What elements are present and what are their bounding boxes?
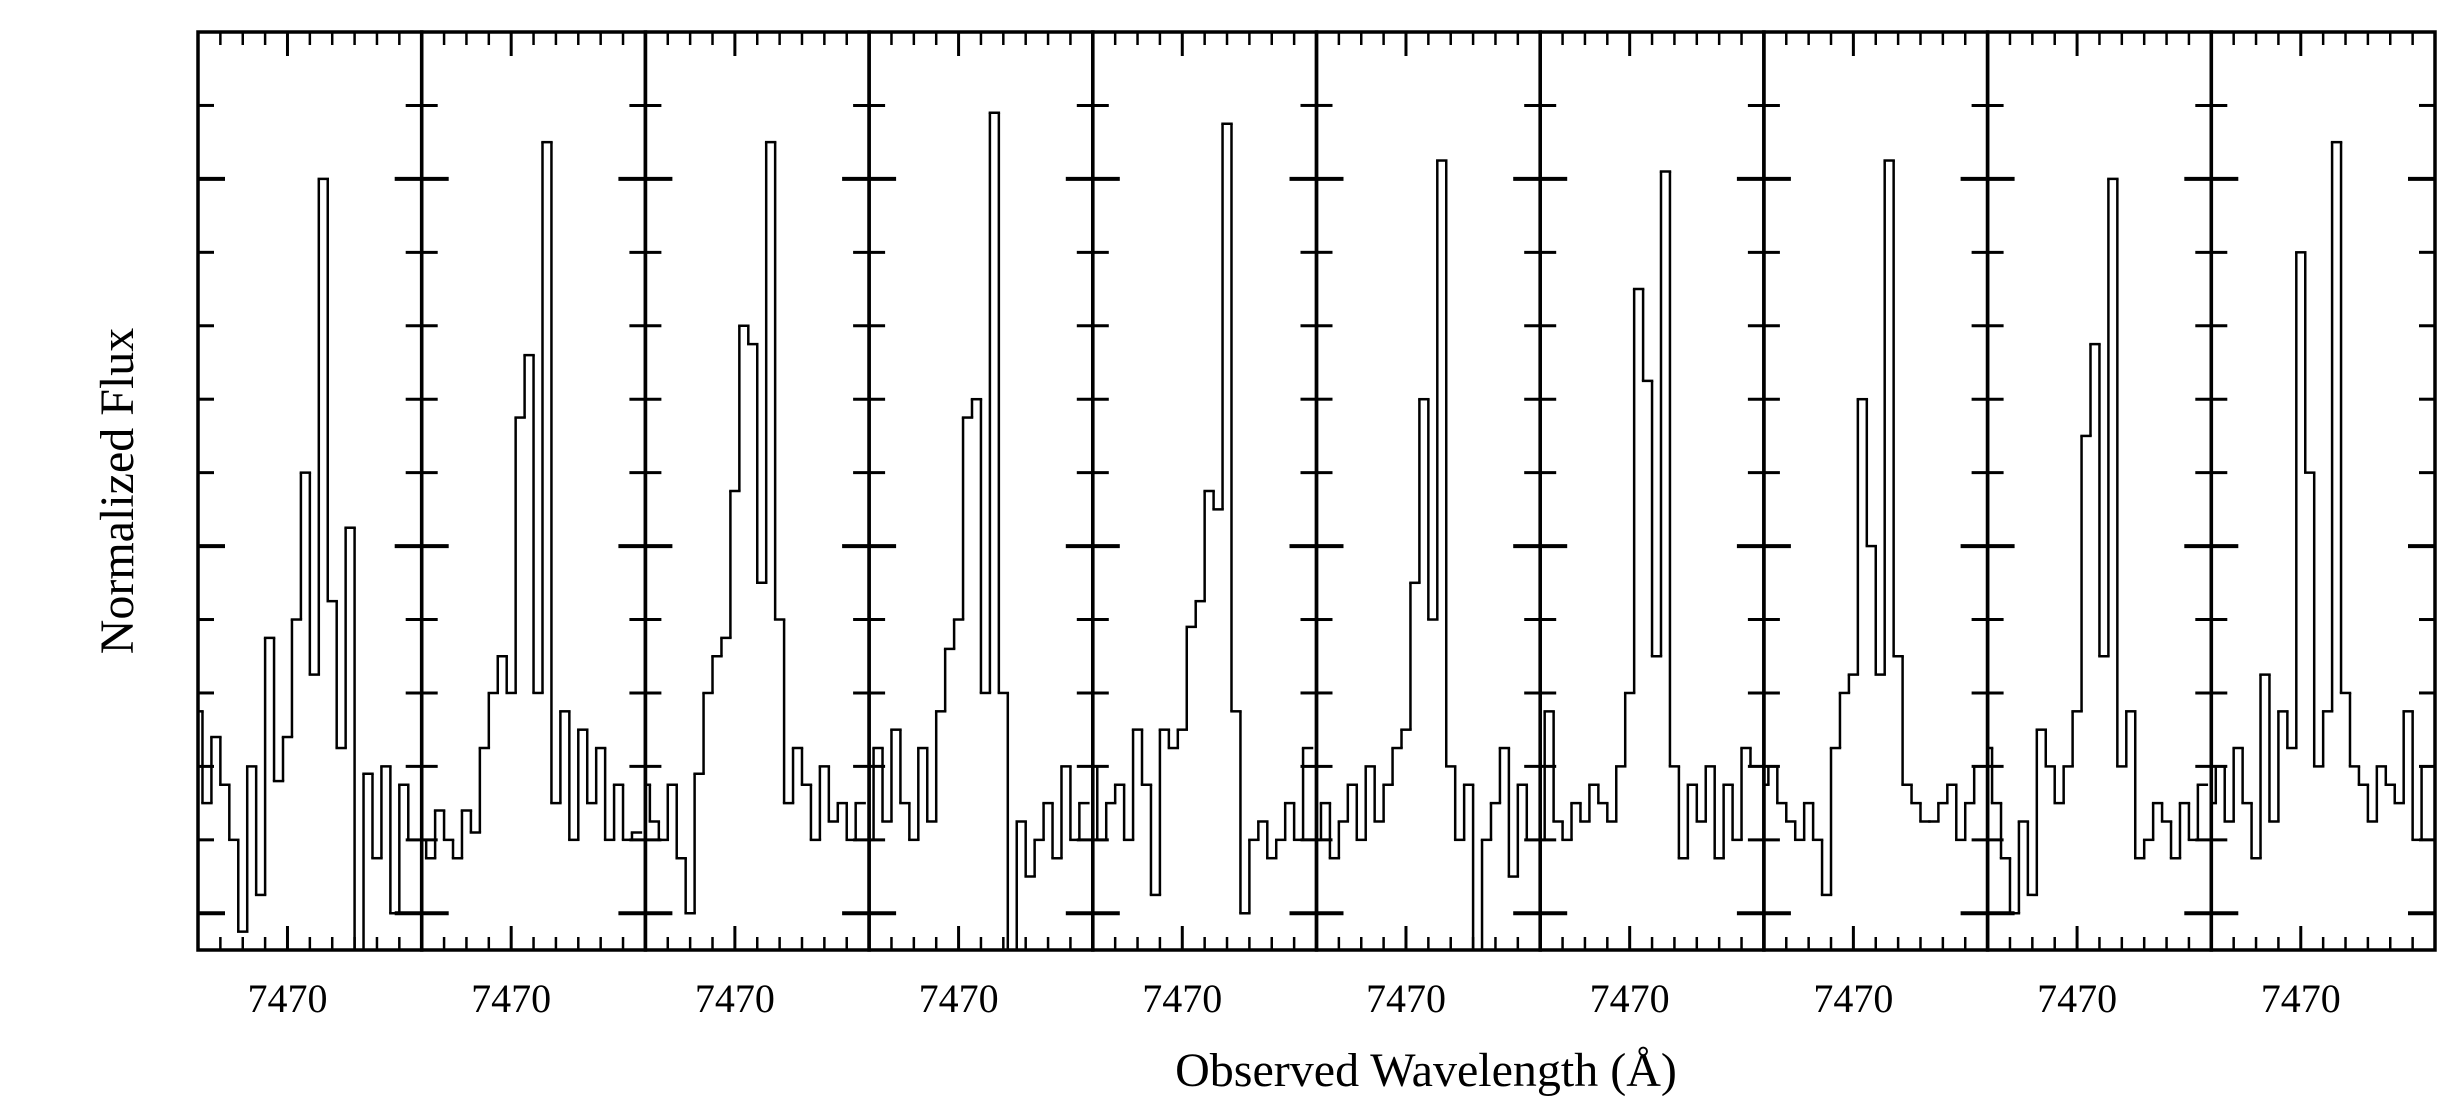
panel: 7470	[196, 30, 424, 1021]
x-tick-label: 7470	[1142, 976, 1222, 1021]
x-tick-label: 7470	[919, 976, 999, 1021]
spectrum	[1763, 159, 1985, 897]
spectrum	[2211, 140, 2432, 860]
x-tick-label: 7470	[247, 976, 327, 1021]
x-axis-label: Observed Wavelength (Å)	[1175, 1044, 1677, 1097]
panel-frame	[1762, 30, 1990, 952]
x-tick-label: 7470	[471, 976, 551, 1021]
x-tick-label: 7470	[2261, 976, 2341, 1021]
panel: 7470	[1314, 30, 1542, 1021]
panel: 7470	[1538, 30, 1766, 1021]
x-tick-label: 7470	[1366, 976, 1446, 1021]
spectrum	[1987, 177, 2209, 915]
panel: 7470	[1091, 30, 1319, 1021]
panel: 7470	[1985, 30, 2214, 1021]
x-tick-label: 7470	[2037, 976, 2117, 1021]
panel-frame	[2209, 30, 2437, 952]
spectrum	[1540, 170, 1761, 860]
x-tick-label: 7470	[1813, 976, 1893, 1021]
spectrum	[645, 140, 866, 915]
panel: 7470	[1762, 30, 1990, 1021]
y-axis-label: Normalized Flux	[91, 328, 144, 655]
panel: 7470	[2209, 30, 2437, 1021]
x-tick-label: 7470	[695, 976, 775, 1021]
spectrum	[1092, 122, 1314, 915]
spectrum	[869, 111, 1090, 950]
panel: 7470	[419, 30, 648, 1021]
panel: 7470	[867, 30, 1095, 1021]
panel: 7470	[643, 30, 871, 1021]
x-tick-label: 7470	[1590, 976, 1670, 1021]
spectrum	[1316, 159, 1537, 950]
spectrum	[198, 177, 419, 950]
spectrum	[421, 140, 643, 860]
